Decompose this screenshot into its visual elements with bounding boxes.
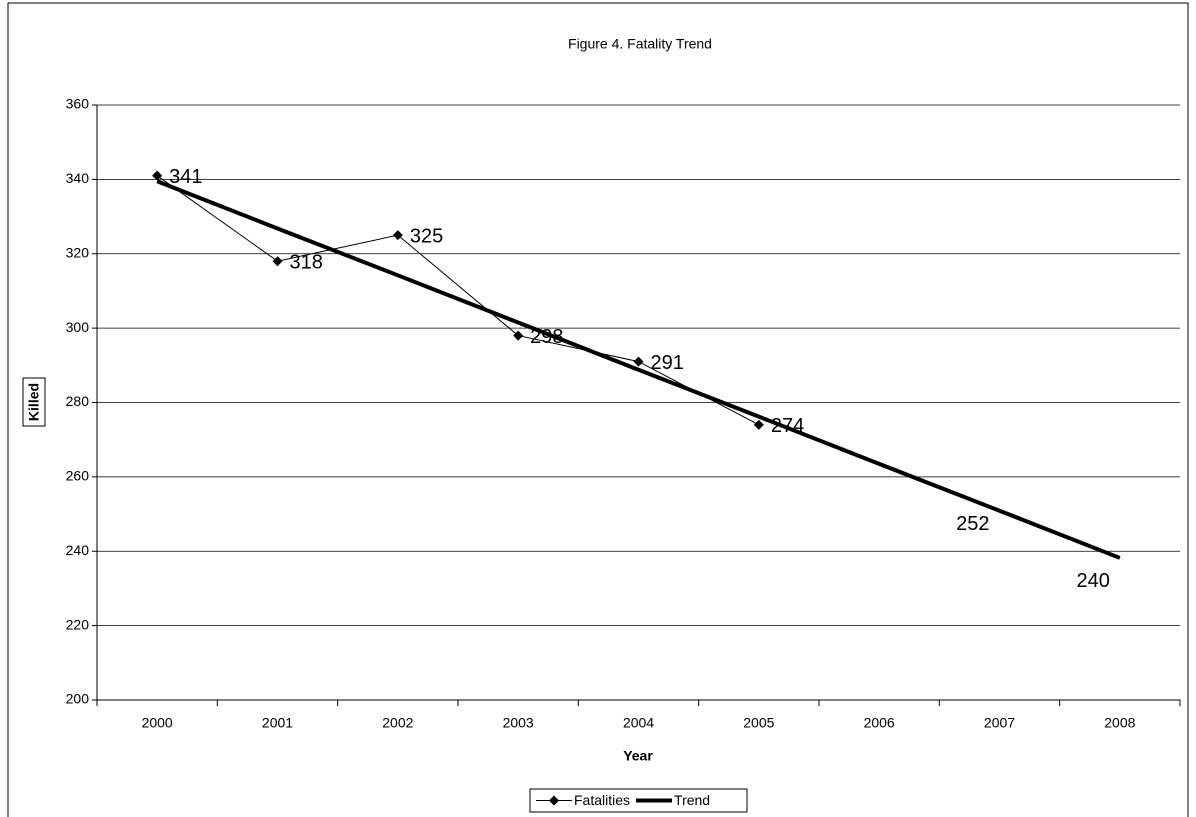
x-tick-label: 2004: [623, 715, 654, 731]
x-axis-label: Year: [623, 748, 653, 764]
legend-label: Fatalities: [574, 792, 630, 808]
x-tick-label: 2006: [864, 715, 895, 731]
point-marker: [272, 256, 283, 267]
y-tick-label: 340: [66, 170, 90, 186]
point-marker: [633, 356, 644, 367]
data-label: 341: [169, 166, 202, 188]
y-tick-label: 360: [66, 96, 90, 112]
y-tick-label: 260: [66, 468, 90, 484]
x-tick-label: 2008: [1104, 715, 1135, 731]
legend: Fatalities Trend: [529, 788, 748, 813]
y-tick-label: 220: [66, 616, 90, 632]
y-tick-label: 200: [66, 691, 90, 707]
data-label: 318: [290, 251, 323, 273]
legend-label: Trend: [674, 792, 710, 808]
y-tick-label: 240: [66, 542, 90, 558]
y-tick-label: 280: [66, 393, 90, 409]
point-marker: [753, 419, 764, 430]
point-marker: [513, 330, 524, 341]
x-tick-label: 2005: [743, 715, 774, 731]
y-axis-label-box: [22, 377, 46, 427]
x-tick-label: 2007: [984, 715, 1015, 731]
x-tick-label: 2001: [262, 715, 293, 731]
data-label: 291: [651, 352, 684, 374]
annotation: 240: [1076, 570, 1109, 592]
series-line: [156, 175, 760, 426]
y-axis-label: Killed: [26, 383, 42, 421]
x-tick-label: 2002: [382, 715, 413, 731]
y-tick-label: 320: [66, 244, 90, 260]
x-tick-label: 2003: [503, 715, 534, 731]
point-marker: [152, 170, 163, 181]
series-line: [156, 179, 1121, 560]
y-tick-label: 300: [66, 319, 90, 335]
legend-marker: [549, 795, 559, 806]
data-label: 325: [410, 225, 443, 247]
chart-title: Figure 4. Fatality Trend: [568, 36, 712, 52]
y-axis-label-group: Killed: [22, 377, 46, 427]
annotation: 252: [956, 513, 989, 535]
x-tick-label: 2000: [142, 715, 173, 731]
point-marker: [392, 230, 403, 241]
chart-border: [7, 2, 1189, 817]
